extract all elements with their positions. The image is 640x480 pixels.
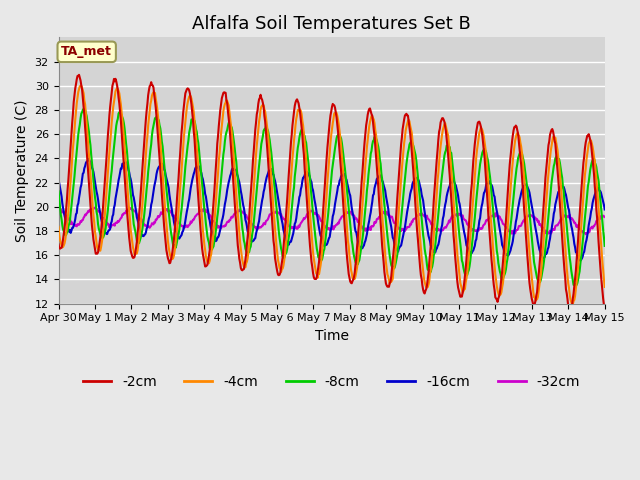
Text: TA_met: TA_met bbox=[61, 45, 112, 59]
Title: Alfalfa Soil Temperatures Set B: Alfalfa Soil Temperatures Set B bbox=[192, 15, 471, 33]
Y-axis label: Soil Temperature (C): Soil Temperature (C) bbox=[15, 99, 29, 242]
X-axis label: Time: Time bbox=[315, 329, 349, 343]
Legend: -2cm, -4cm, -8cm, -16cm, -32cm: -2cm, -4cm, -8cm, -16cm, -32cm bbox=[77, 369, 586, 394]
